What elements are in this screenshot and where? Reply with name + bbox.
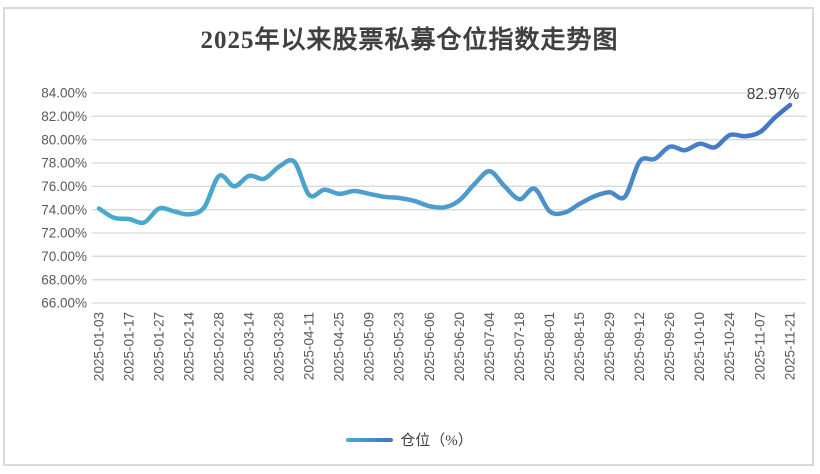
y-axis-tick-label: 66.00% [41,296,87,311]
x-axis-tick-label: 2025-06-20 [452,312,467,381]
x-axis-tick-label: 2025-03-28 [272,312,287,381]
chart-title: 2025年以来股票私募仓位指数走势图 [200,27,619,54]
x-axis-tick-label: 2025-10-10 [692,312,707,381]
x-axis-tick-label: 2025-04-25 [332,312,347,381]
x-axis-tick-label: 2025-02-14 [181,312,196,382]
x-axis-tick-label: 2025-06-06 [422,312,437,381]
x-axis-tick-label: 2025-01-27 [151,312,166,381]
x-axis-tick-label: 2025-09-26 [662,312,677,381]
chart-legend: 仓位（%） [4,429,815,450]
x-axis-tick-label: 2025-05-09 [362,312,377,381]
last-point-data-label: 82.97% [747,86,800,103]
series-line-仓位 [96,102,793,226]
x-axis-tick-label: 2025-03-14 [242,312,257,382]
x-axis-tick-label: 2025-10-24 [722,312,737,382]
y-axis-tick-label: 70.00% [41,249,87,264]
y-axis-tick-label: 78.00% [41,156,87,171]
x-axis-tick-label: 2025-11-07 [752,312,767,380]
x-axis-tick-label: 2025-01-03 [91,312,106,381]
y-axis-tick-label: 84.00% [41,86,87,101]
legend-line-swatch [346,437,394,442]
x-axis-tick-label: 2025-05-23 [392,312,407,381]
y-axis-tick-label: 80.00% [41,132,87,147]
y-axis-tick-label: 82.00% [41,109,87,124]
x-axis-tick-label: 2025-04-11 [302,312,317,380]
y-axis-tick-label: 72.00% [41,226,87,241]
x-axis-tick-label: 2025-07-18 [512,312,527,381]
x-axis-tick-label: 2025-08-15 [572,312,587,381]
x-axis-tick-label: 2025-09-12 [632,312,647,381]
x-axis-tick-label: 2025-08-01 [542,312,557,381]
x-axis-tick-label: 2025-08-29 [602,312,617,381]
x-axis-tick-label: 2025-01-17 [121,312,136,381]
y-axis-tick-label: 76.00% [41,179,87,194]
x-axis-tick-label: 2025-11-21 [782,312,797,380]
legend-series-label: 仓位（%） [400,433,473,449]
y-axis-tick-label: 74.00% [41,202,87,217]
chart-frame [3,7,814,466]
x-axis-tick-label: 2025-02-28 [211,312,226,381]
y-axis-tick-label: 68.00% [41,272,87,287]
x-axis-tick-label: 2025-07-04 [482,312,497,382]
